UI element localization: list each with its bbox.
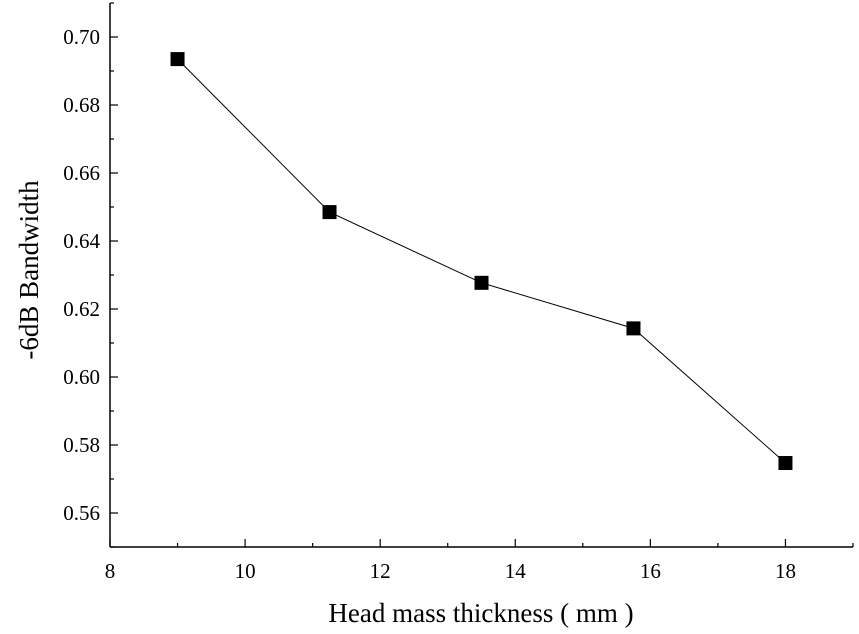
y-tick-label: 0.64 <box>63 229 100 253</box>
data-point-marker <box>474 275 489 290</box>
axis-ticks: 8 10 12 14 16 18 0.56 0.58 0.60 0.62 0.64 0.66 0.68 0… <box>63 2 854 583</box>
plot-axes <box>109 3 853 548</box>
x-tick-label: 16 <box>640 559 661 583</box>
data-point-marker <box>170 52 185 67</box>
y-tick-label: 0.70 <box>63 25 100 49</box>
x-tick-label: 12 <box>370 559 391 583</box>
data-point-marker <box>778 456 793 471</box>
y-axis-title: -6dB Bandwidth <box>14 180 44 360</box>
y-tick-label: 0.58 <box>63 433 100 457</box>
y-tick-label: 0.66 <box>63 161 100 185</box>
series-line <box>177 58 786 464</box>
data-point-marker <box>626 321 641 336</box>
y-tick-label: 0.68 <box>63 93 100 117</box>
y-tick-label: 0.60 <box>63 365 100 389</box>
x-tick-label: 10 <box>235 559 256 583</box>
y-tick-label: 0.62 <box>63 297 100 321</box>
data-series <box>170 52 793 471</box>
data-point-marker <box>322 205 337 220</box>
x-axis-title: Head mass thickness ( mm ) <box>328 598 633 628</box>
x-tick-label: 14 <box>505 559 527 583</box>
x-tick-label: 18 <box>775 559 796 583</box>
x-tick-label: 8 <box>105 559 116 583</box>
y-tick-label: 0.56 <box>63 501 100 525</box>
